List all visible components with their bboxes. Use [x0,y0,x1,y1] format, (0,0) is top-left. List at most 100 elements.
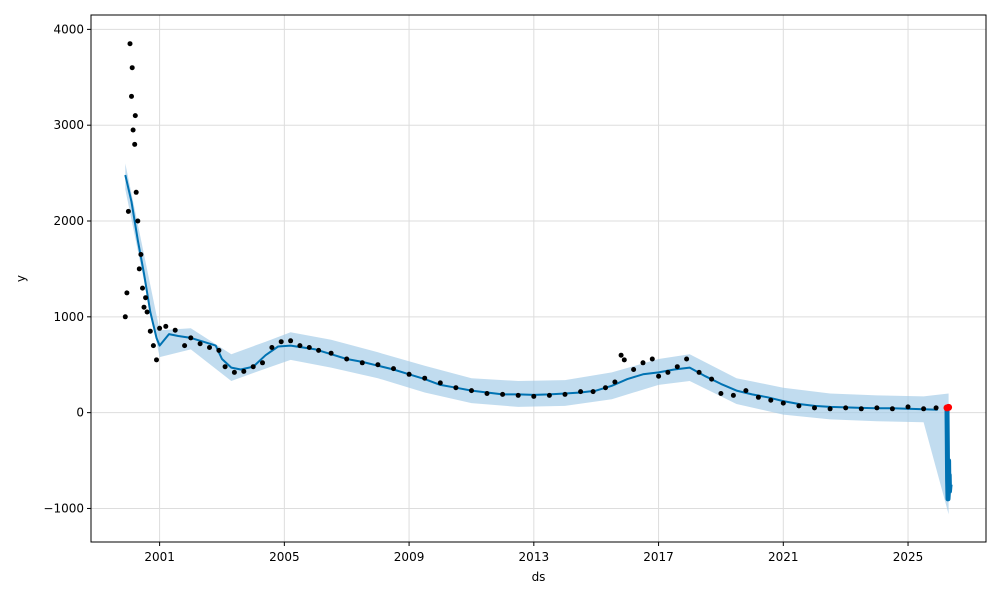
x-tick-label: 2009 [394,550,425,564]
observed-point [743,388,749,394]
observed-point [359,360,365,366]
observed-point [603,385,608,391]
observed-point [132,141,138,147]
observed-point [515,392,521,398]
highlight-point [945,403,953,411]
observed-point [288,338,294,344]
observed-point [316,347,322,353]
observed-point [796,403,802,409]
observed-point [933,405,939,411]
forecast-tail-line [944,408,953,502]
observed-point [172,327,178,333]
y-axis-label: y [14,275,28,282]
observed-point [905,404,911,410]
observed-point [656,373,662,379]
x-tick-label: 2025 [893,550,924,564]
observed-point [469,388,474,394]
plot-frame [90,14,987,543]
observed-point [125,208,131,214]
grid [91,15,986,542]
observed-point [278,339,284,345]
observed-point [531,393,537,399]
observed-point [375,362,381,368]
observed-point [163,323,169,329]
observed-point [188,335,194,341]
observed-point [130,127,136,133]
observed-point [344,356,350,362]
observed-point [147,328,153,334]
observed-point [124,290,130,296]
observed-point [129,65,135,71]
observed-point [696,369,702,375]
observed-point [144,309,150,315]
x-tick-label: 2013 [519,550,550,564]
observed-point [674,364,680,370]
observed-point [780,400,786,406]
observed-point [578,389,584,395]
observed-point [406,371,412,377]
observed-point [154,357,159,363]
y-tick-label: 1000 [53,310,84,324]
observed-point [157,325,163,331]
observed-point [618,352,624,358]
y-tick-label: 0 [76,406,84,420]
x-tick-label: 2005 [269,550,300,564]
observed-point [921,406,927,412]
observed-point [269,345,275,350]
observed-point [143,295,149,301]
observed-point [874,405,880,411]
observed-point [546,392,552,398]
observed-point [306,345,312,350]
y-tick-label: −1000 [43,501,84,515]
observed-point [241,368,247,374]
observed-point [484,391,490,396]
observed-point [135,218,141,224]
observed-point [260,360,265,366]
observed-point [631,367,637,372]
observed-point [590,389,596,395]
observed-point [889,406,895,412]
observed-point [709,376,715,382]
y-tick-label: 2000 [53,214,84,228]
observed-point [684,356,690,362]
observed-point [500,391,506,397]
y-tick-label: 4000 [53,22,84,36]
observed-point [150,343,156,349]
observed-point [612,379,618,385]
observed-point [136,266,142,272]
observed-point [437,380,443,386]
observed-point [768,397,774,403]
observed-point [297,343,303,349]
observed-point [222,364,228,370]
observed-point [141,304,147,310]
observed-point [755,394,761,400]
observed-point [129,93,134,99]
observed-point [858,406,864,412]
observed-point [207,345,212,350]
observed-point [250,364,256,370]
observed-point [138,252,144,257]
y-axis-ticks: −1000 0 1000 2000 3000 4000 [43,22,91,515]
observed-point [562,391,568,397]
observed-point [640,360,646,366]
x-tick-label: 2021 [768,550,799,564]
observed-point [812,405,817,411]
x-axis-label: ds [532,570,546,584]
observed-point [133,189,139,195]
y-tick-label: 3000 [53,118,84,132]
observed-point [391,366,396,372]
observed-point [718,391,724,396]
observed-point [843,405,849,411]
observed-point [122,314,128,320]
observed-point [453,385,459,391]
observed-point [328,350,334,356]
observed-point [621,357,627,363]
observed-point [197,341,203,347]
observed-point [730,392,736,398]
observed-point [649,356,655,362]
x-tick-label: 2001 [144,550,175,564]
observed-point [132,113,138,119]
observed-point [231,369,237,375]
